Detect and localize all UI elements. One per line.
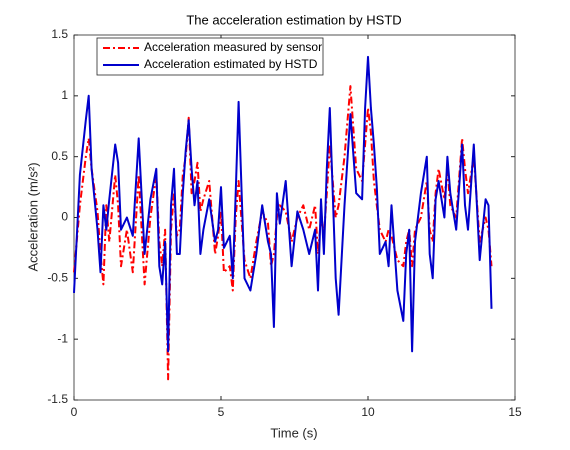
y-tick-label: -1.5 — [47, 392, 68, 406]
legend-label: Acceleration measured by sensor — [144, 40, 322, 54]
x-tick-label: 5 — [218, 405, 225, 419]
y-tick-label: 0 — [61, 210, 68, 224]
x-tick-label: 10 — [361, 405, 375, 419]
legend-box — [96, 37, 324, 76]
legend-label: Acceleration estimated by HSTD — [144, 57, 318, 71]
x-axis-label: Time (s) — [270, 425, 317, 440]
y-tick-label: -0.5 — [47, 271, 68, 285]
y-tick-label: 0.5 — [51, 149, 68, 163]
x-tick-label: 15 — [508, 405, 522, 419]
y-tick-label: 1 — [61, 88, 68, 102]
line-series — [73, 55, 493, 353]
y-axis-label: Acceleration (m/s²) — [25, 162, 40, 271]
x-tick-label: 0 — [71, 405, 78, 419]
y-tick-label: -1 — [57, 331, 68, 345]
y-tick-label: 1.5 — [51, 27, 68, 41]
chart-title: The acceleration estimation by HSTD — [186, 12, 401, 27]
